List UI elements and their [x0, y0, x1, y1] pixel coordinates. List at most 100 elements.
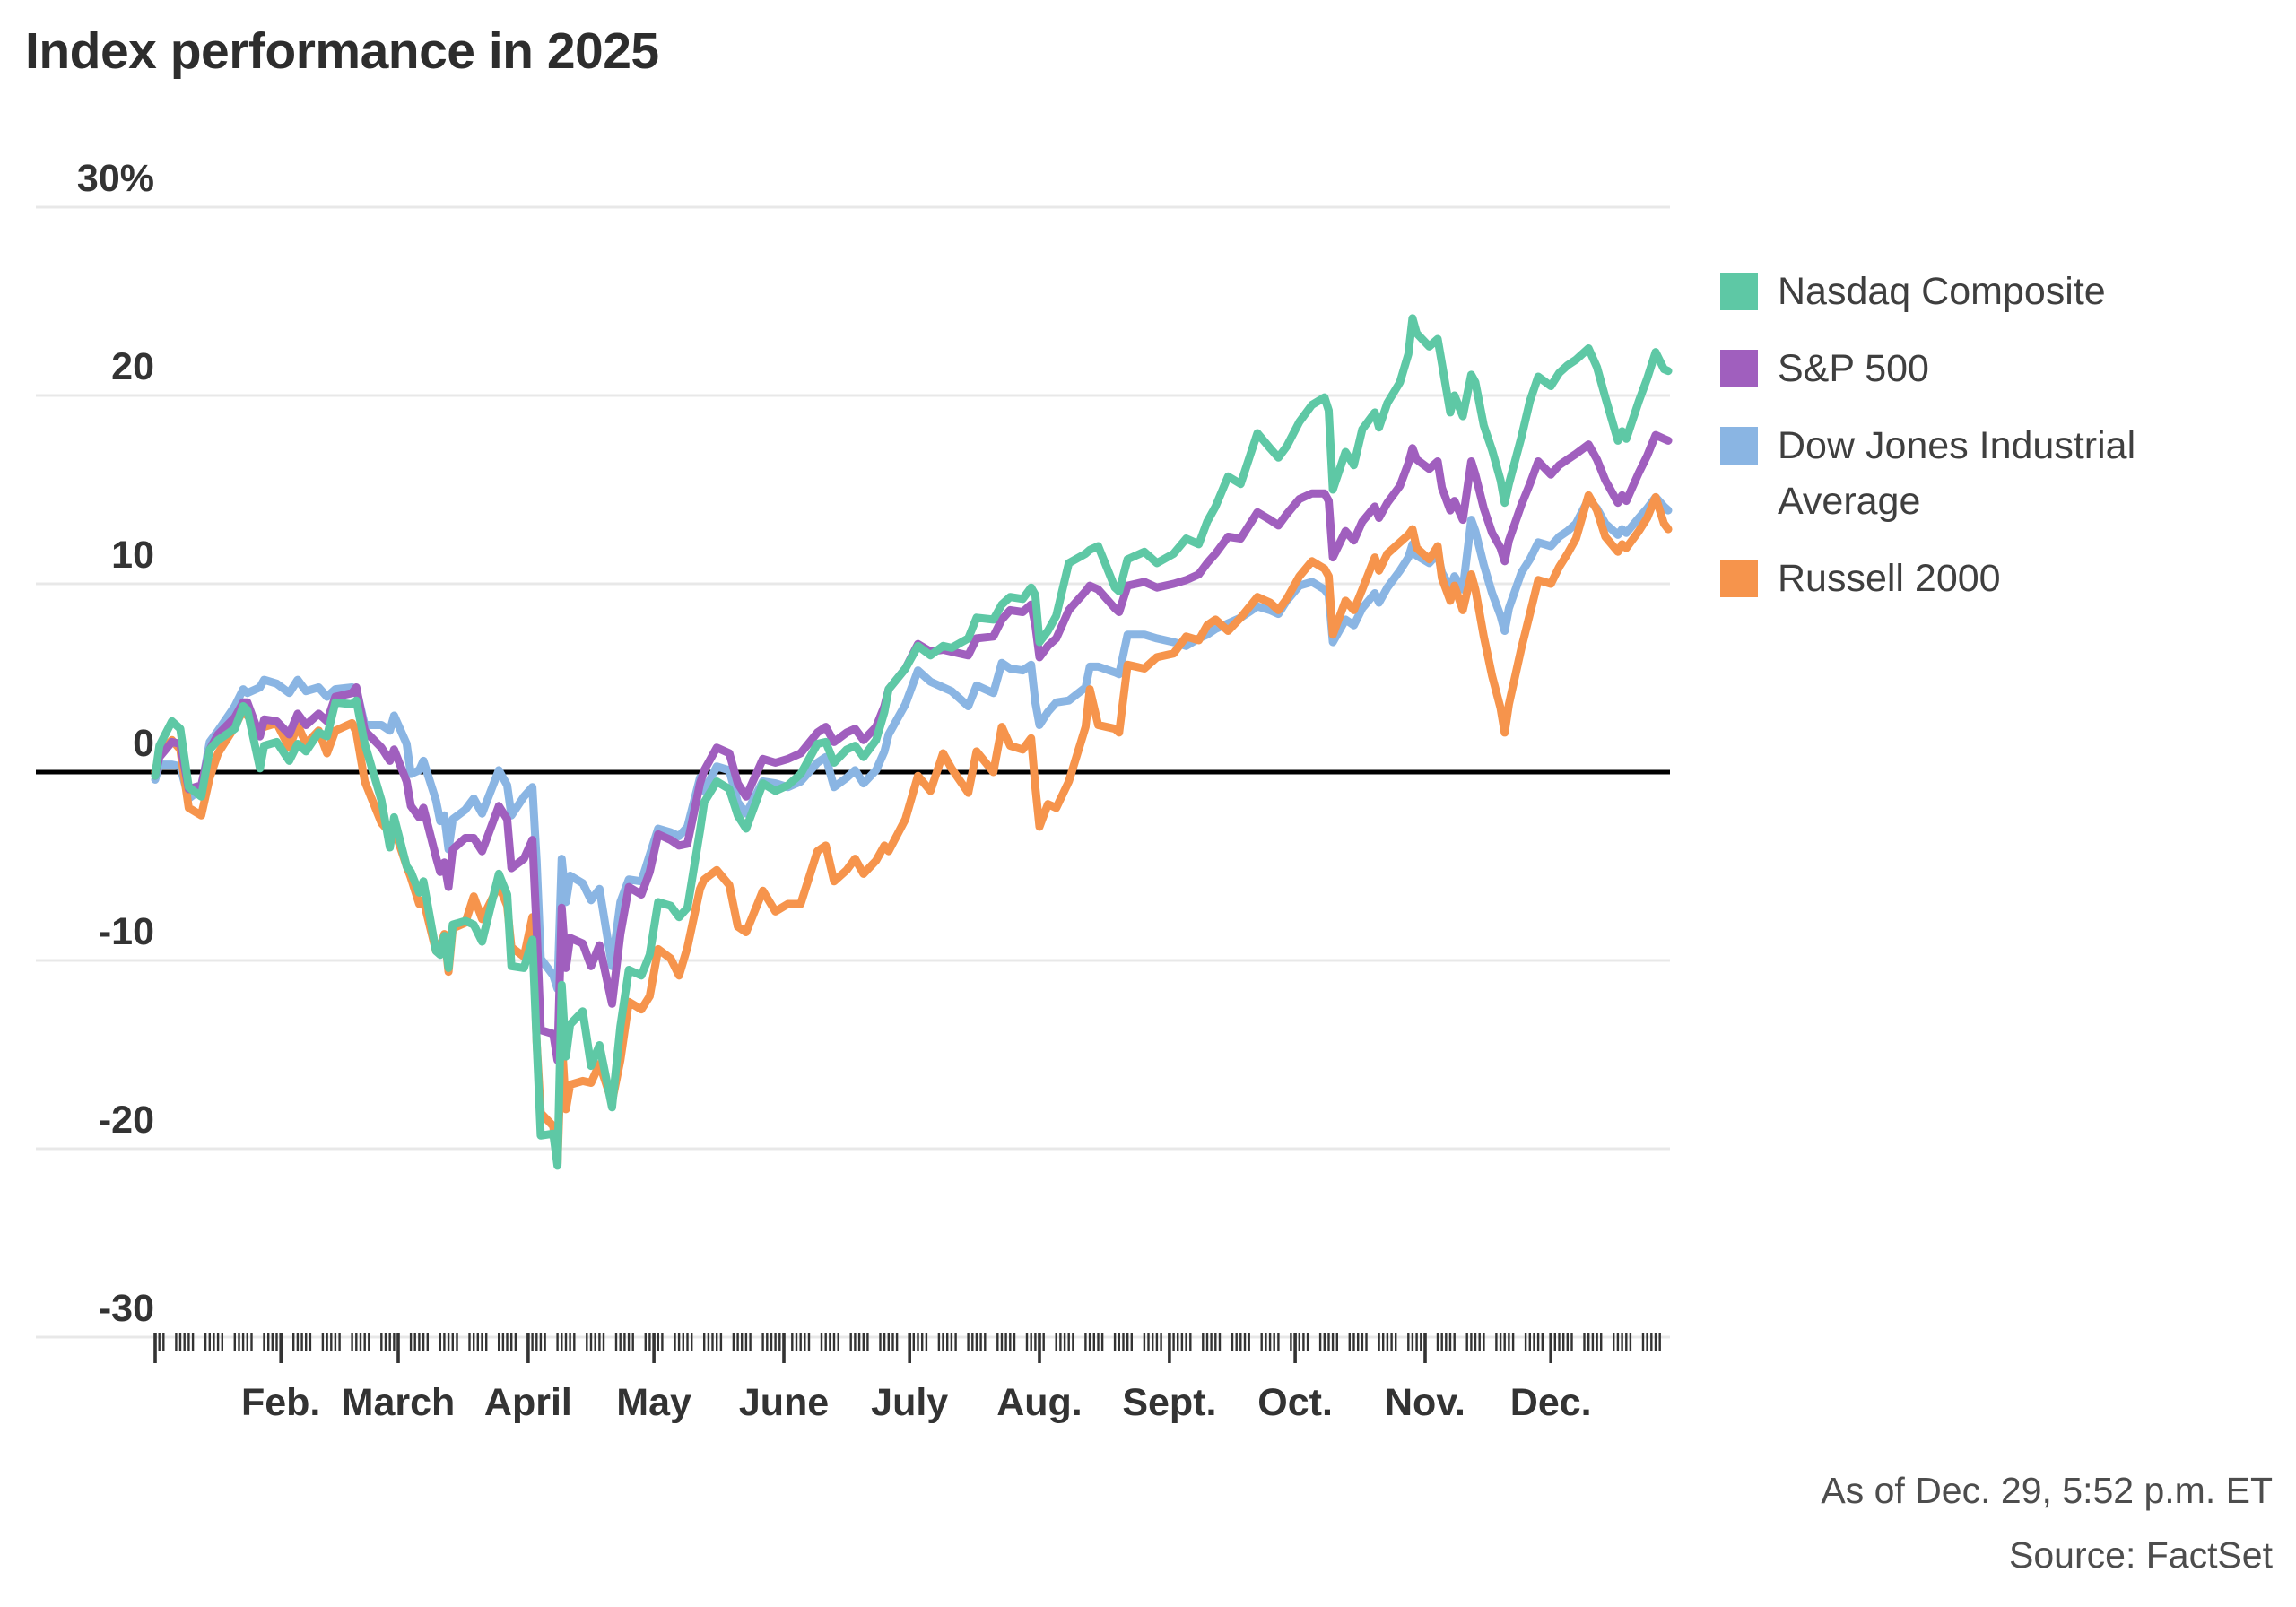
day-tick: [1122, 1333, 1125, 1351]
day-tick: [971, 1333, 974, 1351]
day-tick: [950, 1333, 953, 1351]
day-tick: [937, 1333, 941, 1351]
day-tick: [1600, 1333, 1603, 1351]
day-tick: [535, 1333, 538, 1351]
day-tick: [334, 1333, 337, 1351]
day-tick: [1440, 1333, 1443, 1351]
day-tick: [1067, 1333, 1070, 1351]
day-tick: [1566, 1333, 1569, 1351]
day-tick: [741, 1333, 744, 1351]
month-tick: [1549, 1333, 1552, 1363]
day-tick: [1302, 1333, 1305, 1351]
month-tick: [1168, 1333, 1171, 1363]
day-tick: [677, 1333, 681, 1351]
y-axis-label: 20: [111, 345, 154, 388]
day-tick: [1063, 1333, 1066, 1351]
day-tick: [1587, 1333, 1590, 1351]
day-tick: [1323, 1333, 1326, 1351]
day-tick: [1000, 1333, 1004, 1351]
day-tick: [1395, 1333, 1397, 1351]
day-tick: [456, 1333, 458, 1351]
month-tick: [1293, 1333, 1297, 1363]
day-tick: [539, 1333, 543, 1351]
day-tick: [954, 1333, 957, 1351]
day-tick: [749, 1333, 752, 1351]
day-tick: [1499, 1333, 1502, 1351]
day-tick: [736, 1333, 739, 1351]
day-tick: [501, 1333, 505, 1351]
day-tick: [451, 1333, 454, 1351]
day-tick: [854, 1333, 857, 1351]
day-tick: [1646, 1333, 1648, 1351]
x-axis-month-label: May: [616, 1381, 691, 1424]
day-tick: [498, 1333, 500, 1351]
day-tick: [732, 1333, 735, 1351]
day-tick: [175, 1333, 178, 1351]
day-tick: [975, 1333, 978, 1351]
day-tick: [1436, 1333, 1439, 1351]
day-tick: [799, 1333, 802, 1351]
day-tick: [1185, 1333, 1187, 1351]
day-tick: [1004, 1333, 1007, 1351]
day-tick: [1483, 1333, 1485, 1351]
x-axis-month-label: Aug.: [996, 1381, 1083, 1424]
day-tick: [912, 1333, 915, 1351]
day-tick: [1189, 1333, 1192, 1351]
day-tick: [238, 1333, 240, 1351]
day-tick: [707, 1333, 710, 1351]
month-tick: [1038, 1333, 1041, 1363]
day-tick: [1528, 1333, 1531, 1351]
day-tick: [1013, 1333, 1016, 1351]
day-tick: [468, 1333, 471, 1351]
day-tick: [413, 1333, 416, 1351]
series-line: [151, 430, 1673, 1064]
legend-swatch-icon: [1720, 427, 1758, 465]
day-tick: [1130, 1333, 1133, 1351]
day-tick: [162, 1333, 165, 1351]
day-tick: [380, 1333, 383, 1351]
day-tick: [866, 1333, 869, 1351]
day-tick: [1641, 1333, 1645, 1351]
day-tick: [837, 1333, 839, 1351]
day-tick: [1650, 1333, 1653, 1351]
day-tick: [1553, 1333, 1556, 1351]
day-tick: [1474, 1333, 1477, 1351]
day-tick: [384, 1333, 387, 1351]
y-axis-label: -30: [99, 1287, 154, 1330]
day-tick: [296, 1333, 300, 1351]
legend-swatch-icon: [1720, 273, 1758, 310]
day-tick: [719, 1333, 723, 1351]
day-tick: [1202, 1333, 1205, 1351]
day-tick: [271, 1333, 274, 1351]
day-tick: [744, 1333, 748, 1351]
day-tick: [921, 1333, 924, 1351]
day-tick: [942, 1333, 944, 1351]
day-tick: [393, 1333, 396, 1351]
day-tick: [1365, 1333, 1368, 1351]
day-tick: [1034, 1333, 1037, 1351]
legend-item: Dow Jones Industrial Average: [1720, 418, 2258, 529]
day-tick: [1160, 1333, 1162, 1351]
day-tick: [586, 1333, 588, 1351]
series-line: [151, 314, 1673, 1170]
day-tick: [594, 1333, 596, 1351]
day-tick: [1524, 1333, 1527, 1351]
day-tick: [183, 1333, 186, 1351]
day-tick: [1407, 1333, 1410, 1351]
day-tick: [1290, 1333, 1292, 1351]
day-tick: [824, 1333, 827, 1351]
day-tick: [644, 1333, 647, 1351]
day-tick: [439, 1333, 441, 1351]
day-tick: [241, 1333, 245, 1351]
day-tick: [619, 1333, 622, 1351]
day-tick: [598, 1333, 601, 1351]
day-tick: [233, 1333, 236, 1351]
day-tick: [1009, 1333, 1012, 1351]
day-tick: [1465, 1333, 1468, 1351]
day-tick: [1508, 1333, 1510, 1351]
legend-label: S&P 500: [1778, 347, 1929, 390]
day-tick: [829, 1333, 831, 1351]
day-tick: [1205, 1333, 1209, 1351]
day-tick: [514, 1333, 517, 1351]
